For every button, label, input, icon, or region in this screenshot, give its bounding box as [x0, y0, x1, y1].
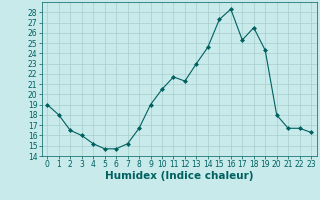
X-axis label: Humidex (Indice chaleur): Humidex (Indice chaleur)	[105, 171, 253, 181]
